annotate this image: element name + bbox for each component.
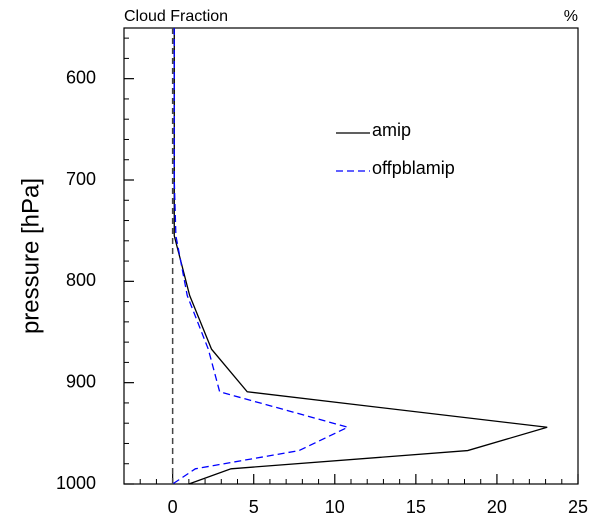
y-tick-label: 900 <box>66 371 96 391</box>
left-title: Cloud Fraction <box>124 8 228 25</box>
plot-frame <box>123 27 579 485</box>
legend-label: amip <box>372 120 411 140</box>
right-title: % <box>564 8 578 25</box>
x-tick-label: 20 <box>487 497 507 517</box>
profile-line <box>173 28 548 485</box>
y-tick-label: 1000 <box>56 473 96 493</box>
x-tick-label: 5 <box>249 497 259 517</box>
y-axis-label: pressure [hPa] <box>17 178 44 334</box>
x-tick-label: 10 <box>325 497 345 517</box>
profile-line <box>172 28 350 485</box>
x-tick-label: 25 <box>568 497 588 517</box>
x-tick-label: 0 <box>168 497 178 517</box>
legend-label: offpblamip <box>372 158 455 178</box>
y-tick-label: 700 <box>66 169 96 189</box>
y-tick-label: 800 <box>66 270 96 290</box>
x-tick-label: 15 <box>406 497 426 517</box>
y-tick-label: 600 <box>66 67 96 87</box>
